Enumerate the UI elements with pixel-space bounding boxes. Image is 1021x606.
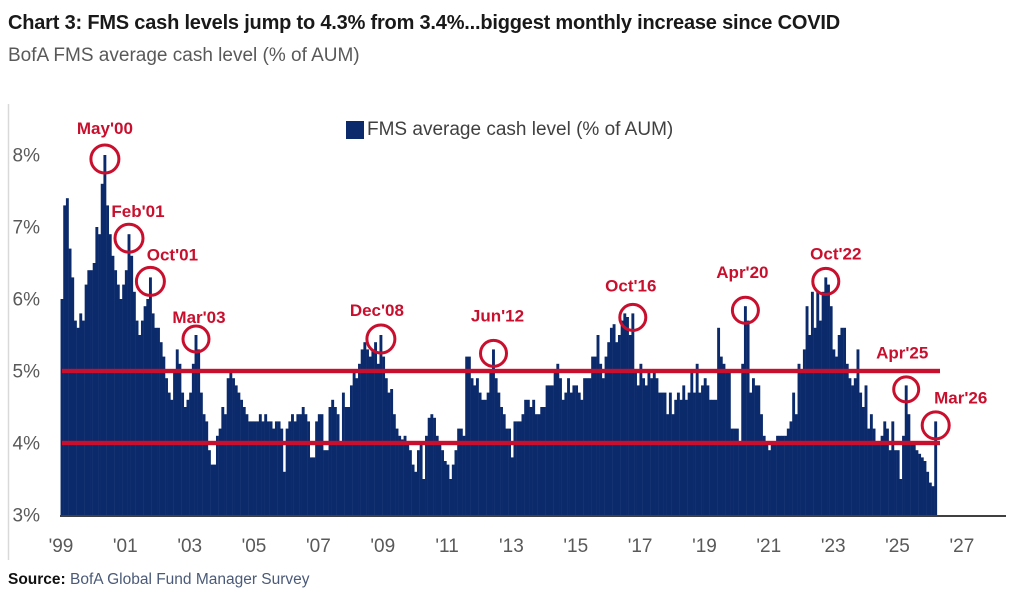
y-axis-tick-label: 6%	[13, 290, 41, 311]
annotation-label-Mar'26: Mar'26	[934, 388, 987, 407]
x-axis-tick-label: '09	[370, 536, 395, 557]
x-axis-tick-label: '01	[113, 536, 138, 557]
y-axis-tick-labels: 3% 4% 5% 6% 7% 8%	[13, 146, 41, 527]
x-axis-tick-label: '99	[49, 536, 74, 557]
y-axis-tick-label: 5%	[13, 362, 41, 383]
annotation-label-Apr'20: Apr'20	[716, 263, 768, 282]
chart-subtitle: BofA FMS average cash level (% of AUM)	[8, 45, 360, 66]
x-axis-tick-label: '19	[692, 536, 717, 557]
annotation-circle-Apr'20	[730, 295, 760, 325]
source-note: Source: BofA Global Fund Manager Survey	[8, 571, 310, 589]
annotation-label-Oct'01: Oct'01	[147, 245, 198, 264]
x-axis-tick-label: '17	[628, 536, 653, 557]
annotation-label-Oct'22: Oct'22	[810, 244, 861, 263]
cash-level-bars	[60, 155, 938, 516]
annotation-circle-Oct'22	[811, 266, 841, 296]
annotation-label-Feb'01: Feb'01	[111, 202, 164, 221]
x-axis-tick-label: '25	[885, 536, 910, 557]
chart-title: Chart 3: FMS cash levels jump to 4.3% fr…	[8, 12, 840, 34]
chart-legend: FMS average cash level (% of AUM)	[346, 120, 673, 139]
y-axis-tick-label: 7%	[13, 218, 41, 239]
annotation-label-Oct'16: Oct'16	[605, 276, 656, 295]
annotation-circle-May'00	[89, 143, 121, 175]
x-axis-tick-label: '07	[306, 536, 331, 557]
annotation-label-Jun'12: Jun'12	[471, 306, 524, 325]
annotation-circle-Mar'03	[181, 324, 211, 354]
annotation-circle-Dec'08	[365, 323, 397, 355]
x-axis-tick-label: '27	[950, 536, 975, 557]
annotation-circle-Mar'26	[920, 410, 951, 441]
annotation-label-Apr'25: Apr'25	[876, 343, 928, 362]
x-axis-tick-label: '13	[499, 536, 524, 557]
source-prefix: Source:	[8, 571, 66, 588]
reference-line-4pct	[62, 440, 940, 446]
y-axis-tick-label: 3%	[13, 506, 41, 527]
x-axis-tick-labels: '99 '01 '03 '05 '07 '09 '11 '13 '15 '17 '19 '21 '23 '…	[49, 536, 975, 557]
annotation-label-May'00: May'00	[77, 119, 133, 138]
event-annotations: May'00 Feb'01 Oct'01 Mar'03 Dec'08 Jun'12 Oct'…	[77, 119, 987, 441]
annotation-label-Dec'08: Dec'08	[350, 301, 404, 320]
annotation-circle-Feb'01	[113, 222, 145, 254]
x-axis-tick-label: '03	[177, 536, 202, 557]
y-axis-tick-label: 8%	[13, 146, 41, 167]
source-text: BofA Global Fund Manager Survey	[65, 571, 310, 588]
y-axis-tick-label: 4%	[13, 434, 41, 455]
x-axis-tick-label: '23	[821, 536, 846, 557]
x-axis-tick-label: '21	[756, 536, 781, 557]
annotation-circle-Apr'25	[892, 375, 921, 404]
annotation-circle-Jun'12	[479, 338, 508, 368]
x-axis-tick-label: '11	[435, 536, 458, 557]
annotation-label-Mar'03: Mar'03	[172, 308, 225, 327]
legend-swatch-navy-square	[346, 120, 364, 139]
x-axis-tick-label: '15	[563, 536, 588, 557]
annotation-circle-Oct'16	[618, 302, 648, 332]
reference-line-5pct	[62, 368, 940, 374]
annotation-circle-Oct'01	[134, 265, 166, 297]
legend-label: FMS average cash level (% of AUM)	[367, 119, 674, 140]
x-axis-tick-label: '05	[242, 536, 267, 557]
